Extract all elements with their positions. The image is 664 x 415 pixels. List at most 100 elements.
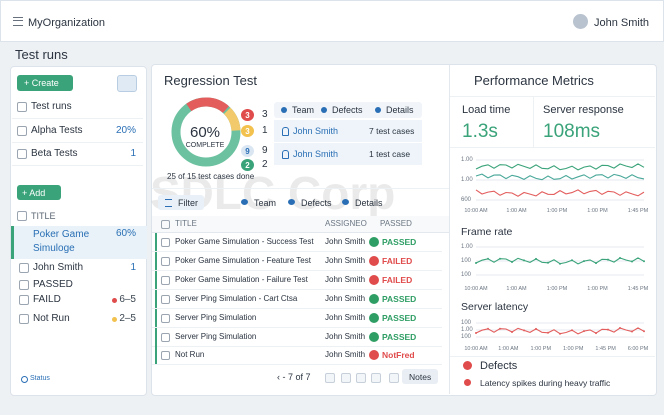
x-label: 1:45 PM bbox=[627, 286, 649, 292]
checkbox[interactable] bbox=[17, 211, 27, 221]
person-icon bbox=[282, 150, 289, 159]
toolbar-item[interactable]: Details bbox=[355, 198, 383, 208]
chart-title: Frame rate bbox=[461, 226, 513, 238]
status: PASSED bbox=[382, 237, 417, 247]
checkbox[interactable] bbox=[161, 351, 170, 361]
team-name[interactable]: John Smith bbox=[293, 126, 339, 136]
view-toggle[interactable] bbox=[117, 75, 137, 92]
add-button[interactable] bbox=[17, 185, 61, 200]
page-control[interactable] bbox=[325, 373, 335, 383]
x-label: 1:00 PM bbox=[546, 286, 568, 292]
tab[interactable]: Details bbox=[386, 105, 414, 115]
toolbar-item[interactable]: Defects bbox=[301, 198, 332, 208]
list-item[interactable]: Poker Game Simuloge bbox=[33, 229, 90, 254]
org-name: MyOrganization bbox=[28, 17, 106, 29]
test-title[interactable]: Server Ping Simulation bbox=[175, 331, 257, 341]
trend-point bbox=[523, 259, 525, 262]
trend-point bbox=[547, 261, 549, 264]
list-item[interactable]: PASSED bbox=[33, 279, 73, 290]
trend-point bbox=[607, 328, 609, 331]
count-badge-text: 3 bbox=[245, 127, 250, 136]
x-label: 1:00 PM bbox=[546, 208, 568, 214]
test-title[interactable]: Not Run bbox=[175, 350, 205, 360]
trend-point bbox=[643, 260, 645, 263]
x-label: 1:00 AM bbox=[506, 286, 527, 292]
status-link[interactable]: Status bbox=[30, 375, 50, 382]
status-icon bbox=[369, 331, 379, 342]
trend-point bbox=[499, 327, 501, 330]
checkbox[interactable] bbox=[19, 280, 29, 290]
trend-point bbox=[619, 257, 621, 259]
table-header bbox=[152, 216, 449, 233]
page-control[interactable] bbox=[371, 373, 381, 383]
page-control[interactable] bbox=[341, 373, 351, 383]
page-title: Test runs bbox=[15, 47, 68, 62]
y-label: 1.00 bbox=[461, 177, 473, 183]
test-title[interactable]: Poker Game Simulation - Failure Test bbox=[175, 274, 308, 284]
x-label: 10:00 AM bbox=[464, 208, 488, 214]
row-accent bbox=[155, 270, 157, 289]
trend-point bbox=[619, 327, 621, 329]
status-dot bbox=[112, 298, 117, 303]
checkbox[interactable] bbox=[161, 275, 170, 285]
y-label: 1.00 bbox=[461, 157, 473, 163]
count-value: 9 bbox=[262, 145, 268, 156]
status-dot bbox=[112, 317, 117, 322]
count-value: 3 bbox=[262, 109, 268, 120]
checkbox[interactable] bbox=[17, 149, 27, 159]
selected-row bbox=[11, 226, 147, 259]
status-icon bbox=[369, 255, 379, 266]
trend-point bbox=[595, 332, 597, 335]
sidebar-item[interactable]: Beta Tests bbox=[31, 148, 78, 159]
test-title[interactable]: Poker Game Simulation - Success Test bbox=[175, 237, 314, 246]
checkbox[interactable] bbox=[161, 313, 170, 323]
chart-frame-rate bbox=[475, 246, 645, 276]
checkbox[interactable] bbox=[161, 332, 170, 342]
trend-point bbox=[535, 327, 537, 330]
menu-icon[interactable] bbox=[13, 17, 23, 26]
create-button[interactable] bbox=[17, 75, 73, 91]
tab[interactable]: Defects bbox=[332, 105, 363, 115]
checkbox[interactable] bbox=[161, 238, 170, 247]
page-control[interactable] bbox=[356, 373, 366, 383]
list-item[interactable]: FAILD bbox=[33, 294, 61, 305]
toolbar-icon bbox=[241, 199, 248, 205]
pagination: ‹ - 7 of 7 bbox=[277, 372, 311, 382]
checkbox[interactable] bbox=[161, 220, 170, 229]
status: NotFred bbox=[382, 350, 415, 361]
checkbox[interactable] bbox=[17, 102, 27, 112]
sidebar-item[interactable]: Test runs bbox=[31, 101, 72, 112]
tab-icon bbox=[321, 107, 327, 113]
row-line bbox=[152, 364, 442, 366]
defect-item[interactable]: Latency spikes during heavy traffic bbox=[480, 378, 611, 388]
x-label: 10:00 AM bbox=[464, 346, 488, 352]
sidebar-item[interactable]: Alpha Tests bbox=[31, 124, 83, 136]
list-item[interactable]: John Smith bbox=[33, 262, 84, 273]
trend-point bbox=[631, 330, 633, 333]
checkbox[interactable] bbox=[19, 263, 29, 273]
checkbox[interactable] bbox=[19, 314, 29, 324]
notes-button[interactable] bbox=[402, 369, 438, 384]
toolbar-item[interactable]: Filter bbox=[178, 198, 198, 208]
avatar[interactable] bbox=[573, 14, 588, 29]
test-title[interactable]: Server Ping Simulation - Cart Ctsa bbox=[175, 293, 298, 303]
status: FAILED bbox=[382, 255, 413, 266]
toolbar-item[interactable]: Team bbox=[254, 198, 277, 208]
list-item[interactable]: Not Run bbox=[33, 313, 70, 324]
x-label: 1:45 PM bbox=[627, 208, 649, 214]
assignee: John Smith bbox=[325, 312, 366, 322]
column-header: TITLE bbox=[175, 219, 197, 228]
test-title[interactable]: Server Ping Simulation bbox=[175, 312, 257, 322]
page-control[interactable] bbox=[389, 373, 399, 383]
percent: 60% bbox=[189, 124, 221, 141]
checkbox[interactable] bbox=[161, 294, 170, 304]
test-title[interactable]: Poker Game Simulation - Feature Test bbox=[175, 255, 311, 265]
separator bbox=[12, 165, 143, 166]
checkbox[interactable] bbox=[161, 256, 170, 266]
defect-icon bbox=[464, 379, 471, 386]
tab[interactable]: Team bbox=[292, 105, 315, 115]
team-name[interactable]: John Smith bbox=[293, 149, 339, 159]
checkbox[interactable] bbox=[19, 295, 29, 305]
user-name[interactable]: John Smith bbox=[594, 17, 650, 29]
checkbox[interactable] bbox=[17, 125, 27, 136]
